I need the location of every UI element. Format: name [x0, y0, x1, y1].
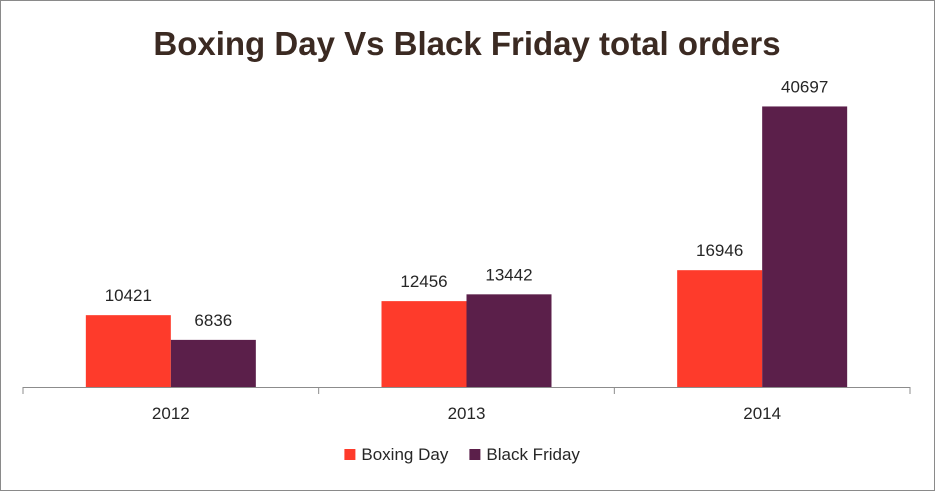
data-label-boxing-day-2012: 10421 [105, 286, 152, 305]
legend: Boxing Day Black Friday [344, 445, 580, 464]
bar-black-friday-2013 [466, 294, 552, 387]
bar-boxing-day-2013 [381, 301, 467, 387]
data-labels-group: 10421 6836 12456 13442 16946 40697 [105, 77, 829, 329]
x-axis: 2012 2013 2014 [22, 387, 911, 423]
data-label-black-friday-2014: 40697 [781, 77, 828, 96]
data-label-boxing-day-2013: 12456 [400, 272, 447, 291]
chart-title: Boxing Day Vs Black Friday total orders [153, 25, 780, 62]
bar-boxing-day-2012 [85, 315, 171, 387]
bar-black-friday-2012 [170, 339, 256, 387]
x-tick-label-2014: 2014 [743, 404, 781, 423]
legend-swatch-boxing-day [344, 449, 356, 460]
data-label-black-friday-2013: 13442 [485, 265, 532, 284]
bars-group [85, 106, 848, 387]
x-tick-label-2013: 2013 [448, 404, 486, 423]
legend-label-boxing-day: Boxing Day [361, 445, 448, 464]
legend-label-black-friday: Black Friday [486, 445, 580, 464]
x-tick-label-2012: 2012 [152, 404, 190, 423]
data-label-boxing-day-2014: 16946 [696, 241, 743, 260]
bar-black-friday-2014 [762, 106, 848, 387]
bar-boxing-day-2014 [677, 270, 763, 387]
data-label-black-friday-2012: 6836 [194, 311, 232, 330]
legend-swatch-black-friday [469, 449, 481, 460]
